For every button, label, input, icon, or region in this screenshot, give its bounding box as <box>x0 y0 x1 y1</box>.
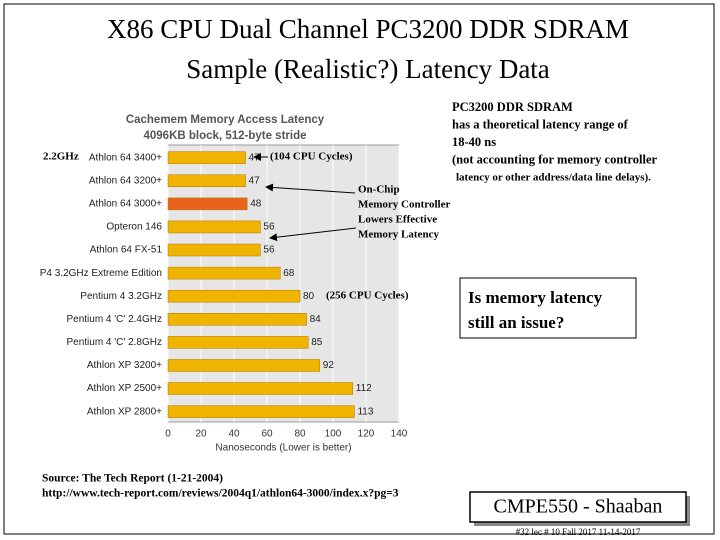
y-tick-label: Pentium 4 'C' 2.8GHz <box>66 337 162 348</box>
bar <box>167 405 355 418</box>
x-tick-label: 40 <box>228 429 240 440</box>
value-label: 80 <box>303 291 315 302</box>
note: latency or other address/data line delay… <box>456 172 651 184</box>
note: 18-40 ns <box>452 135 496 149</box>
x-tick-label: 60 <box>261 429 273 440</box>
x-tick-label: 20 <box>195 429 207 440</box>
annotation: On-Chip <box>358 184 400 196</box>
arrow <box>265 183 356 194</box>
x-tick-label: 140 <box>391 429 408 440</box>
bar <box>167 151 246 164</box>
y-tick-label: Athlon XP 2500+ <box>87 383 162 394</box>
y-tick-label: Athlon 64 3400+ <box>89 152 162 163</box>
bar <box>167 174 246 188</box>
question: still an issue? <box>468 313 564 332</box>
y-tick-label: Opteron 146 <box>106 222 162 233</box>
annotation: 2.2GHz <box>43 151 79 163</box>
value-label: 56 <box>263 222 275 233</box>
x-tick-label: 80 <box>294 429 306 440</box>
bar <box>167 313 307 326</box>
note: PC3200 DDR SDRAM <box>452 100 573 114</box>
y-tick-label: P4 3.2GHz Extreme Edition <box>40 268 162 279</box>
value-label: 47 <box>249 152 261 163</box>
note: (not accounting for memory controller <box>452 152 657 166</box>
bar <box>167 243 261 257</box>
y-tick-label: Athlon 64 3200+ <box>89 175 162 186</box>
chart: Cachemem Memory Access Latency 4096KB blo… <box>40 104 450 456</box>
course: CMPE550 - Shaaban <box>494 496 663 518</box>
y-tick-label: Athlon 64 3000+ <box>89 199 162 210</box>
value-label: 47 <box>249 175 261 186</box>
value-label: 85 <box>311 337 323 348</box>
annotation: (104 CPU Cycles) <box>270 151 353 163</box>
y-tick-label: Athlon XP 3200+ <box>87 360 162 371</box>
bar <box>167 197 248 211</box>
y-tick-label: Athlon XP 2800+ <box>87 406 162 417</box>
x-tick-label: 0 <box>165 429 171 440</box>
question: Is memory latency <box>468 288 603 307</box>
x-axis-label: Nanoseconds (Lower is better) <box>215 443 351 454</box>
y-tick-label: Pentium 4 'C' 2.4GHz <box>66 314 162 325</box>
value-label: 56 <box>263 245 275 256</box>
footer: #32 lec # 10 Fall 2017 11-14-2017 <box>516 527 641 537</box>
note: has a theoretical latency range of <box>452 117 629 131</box>
bar <box>167 266 281 280</box>
annotation: Lowers Effective <box>358 214 437 226</box>
value-label: 48 <box>250 199 262 210</box>
source: Source: The Tech Report (1-21-2004) <box>42 473 223 485</box>
bar <box>167 336 309 349</box>
arrow <box>269 227 357 242</box>
value-label: 92 <box>323 360 335 371</box>
annotation: Memory Controller <box>358 199 450 211</box>
slide-title: Sample (Realistic?) Latency Data <box>186 54 550 84</box>
value-label: 113 <box>357 406 373 417</box>
y-tick-label: Pentium 4 3.2GHz <box>80 291 162 302</box>
bar <box>167 220 261 234</box>
value-label: 68 <box>283 268 295 279</box>
y-tick-label: Athlon 64 FX-51 <box>90 245 163 256</box>
value-label: 84 <box>310 314 322 325</box>
plot-area <box>167 144 400 423</box>
value-label: 112 <box>356 383 372 394</box>
chart-subtitle: 4096KB block, 512-byte stride <box>144 130 307 142</box>
annotation: Memory Latency <box>358 229 439 241</box>
course-box <box>469 491 687 523</box>
question-box <box>459 277 637 339</box>
slide-title: X86 CPU Dual Channel PC3200 DDR SDRAM <box>107 14 629 44</box>
bar <box>167 382 354 395</box>
x-tick-label: 100 <box>325 429 342 440</box>
source: http://www.tech-report.com/reviews/2004q… <box>42 488 399 500</box>
bar <box>167 289 301 303</box>
bar <box>167 359 321 372</box>
chart-title: Cachemem Memory Access Latency <box>126 114 325 126</box>
annotation: (256 CPU Cycles) <box>326 290 409 302</box>
x-tick-label: 120 <box>358 429 375 440</box>
